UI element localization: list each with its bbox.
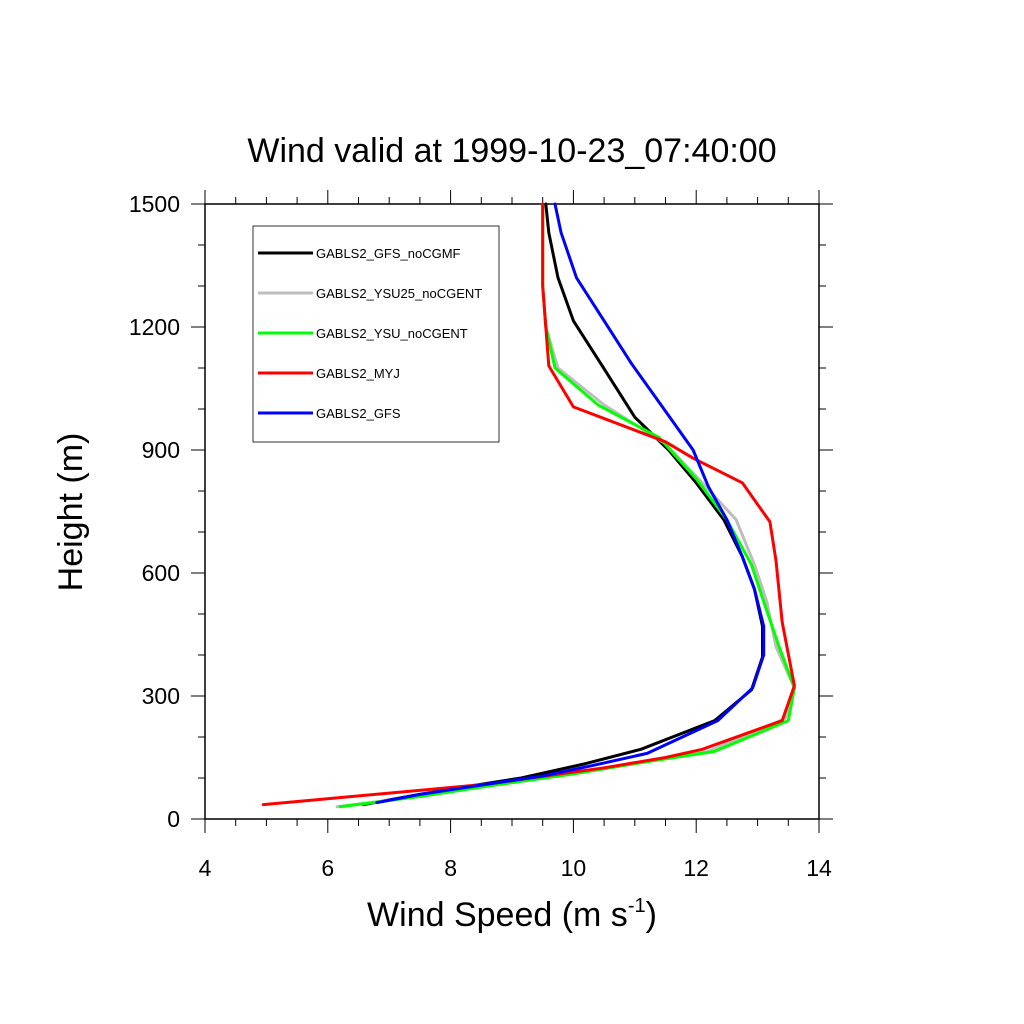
x-tick-label: 8 bbox=[444, 855, 457, 881]
x-tick-label: 4 bbox=[199, 855, 212, 881]
axis-ticks bbox=[191, 190, 833, 833]
y-tick-label: 300 bbox=[142, 683, 180, 709]
series-line-gabls2-gfs bbox=[375, 202, 766, 805]
y-tick-label: 1200 bbox=[129, 314, 180, 340]
y-tick-label: 1500 bbox=[129, 191, 180, 217]
legend-label: GABLS2_YSU25_noCGENT bbox=[316, 286, 482, 301]
y-tick-label: 600 bbox=[142, 560, 180, 586]
legend-label: GABLS2_MYJ bbox=[316, 366, 400, 381]
y-tick-label: 0 bbox=[167, 806, 180, 832]
legend-label: GABLS2_YSU_noCGENT bbox=[316, 326, 468, 341]
series-layer bbox=[261, 202, 796, 809]
y-axis-title: Height (m) bbox=[52, 433, 90, 592]
y-tick-labels: 0 300 600 900 1200 1500 bbox=[129, 191, 180, 832]
chart-title: Wind valid at 1999-10-23_07:40:00 bbox=[247, 132, 776, 170]
x-tick-label: 14 bbox=[806, 855, 832, 881]
x-axis-title-superscript: -1 bbox=[628, 895, 646, 917]
series-line-gabls2-myj bbox=[261, 202, 796, 807]
x-axis-title: Wind Speed (m s-1) bbox=[367, 895, 657, 934]
legend-label: GABLS2_GFS bbox=[316, 406, 401, 421]
x-tick-label: 12 bbox=[683, 855, 709, 881]
y-tick-label: 900 bbox=[142, 437, 180, 463]
x-tick-label: 10 bbox=[561, 855, 587, 881]
x-tick-labels: 4 6 8 10 12 14 bbox=[199, 855, 832, 881]
series-line-gabls2-ysu-nocgent bbox=[338, 202, 796, 809]
x-tick-label: 6 bbox=[321, 855, 334, 881]
legend: GABLS2_GFS_noCGMF GABLS2_YSU25_noCGENT GAB… bbox=[252, 225, 500, 443]
legend-label: GABLS2_GFS_noCGMF bbox=[316, 246, 461, 261]
